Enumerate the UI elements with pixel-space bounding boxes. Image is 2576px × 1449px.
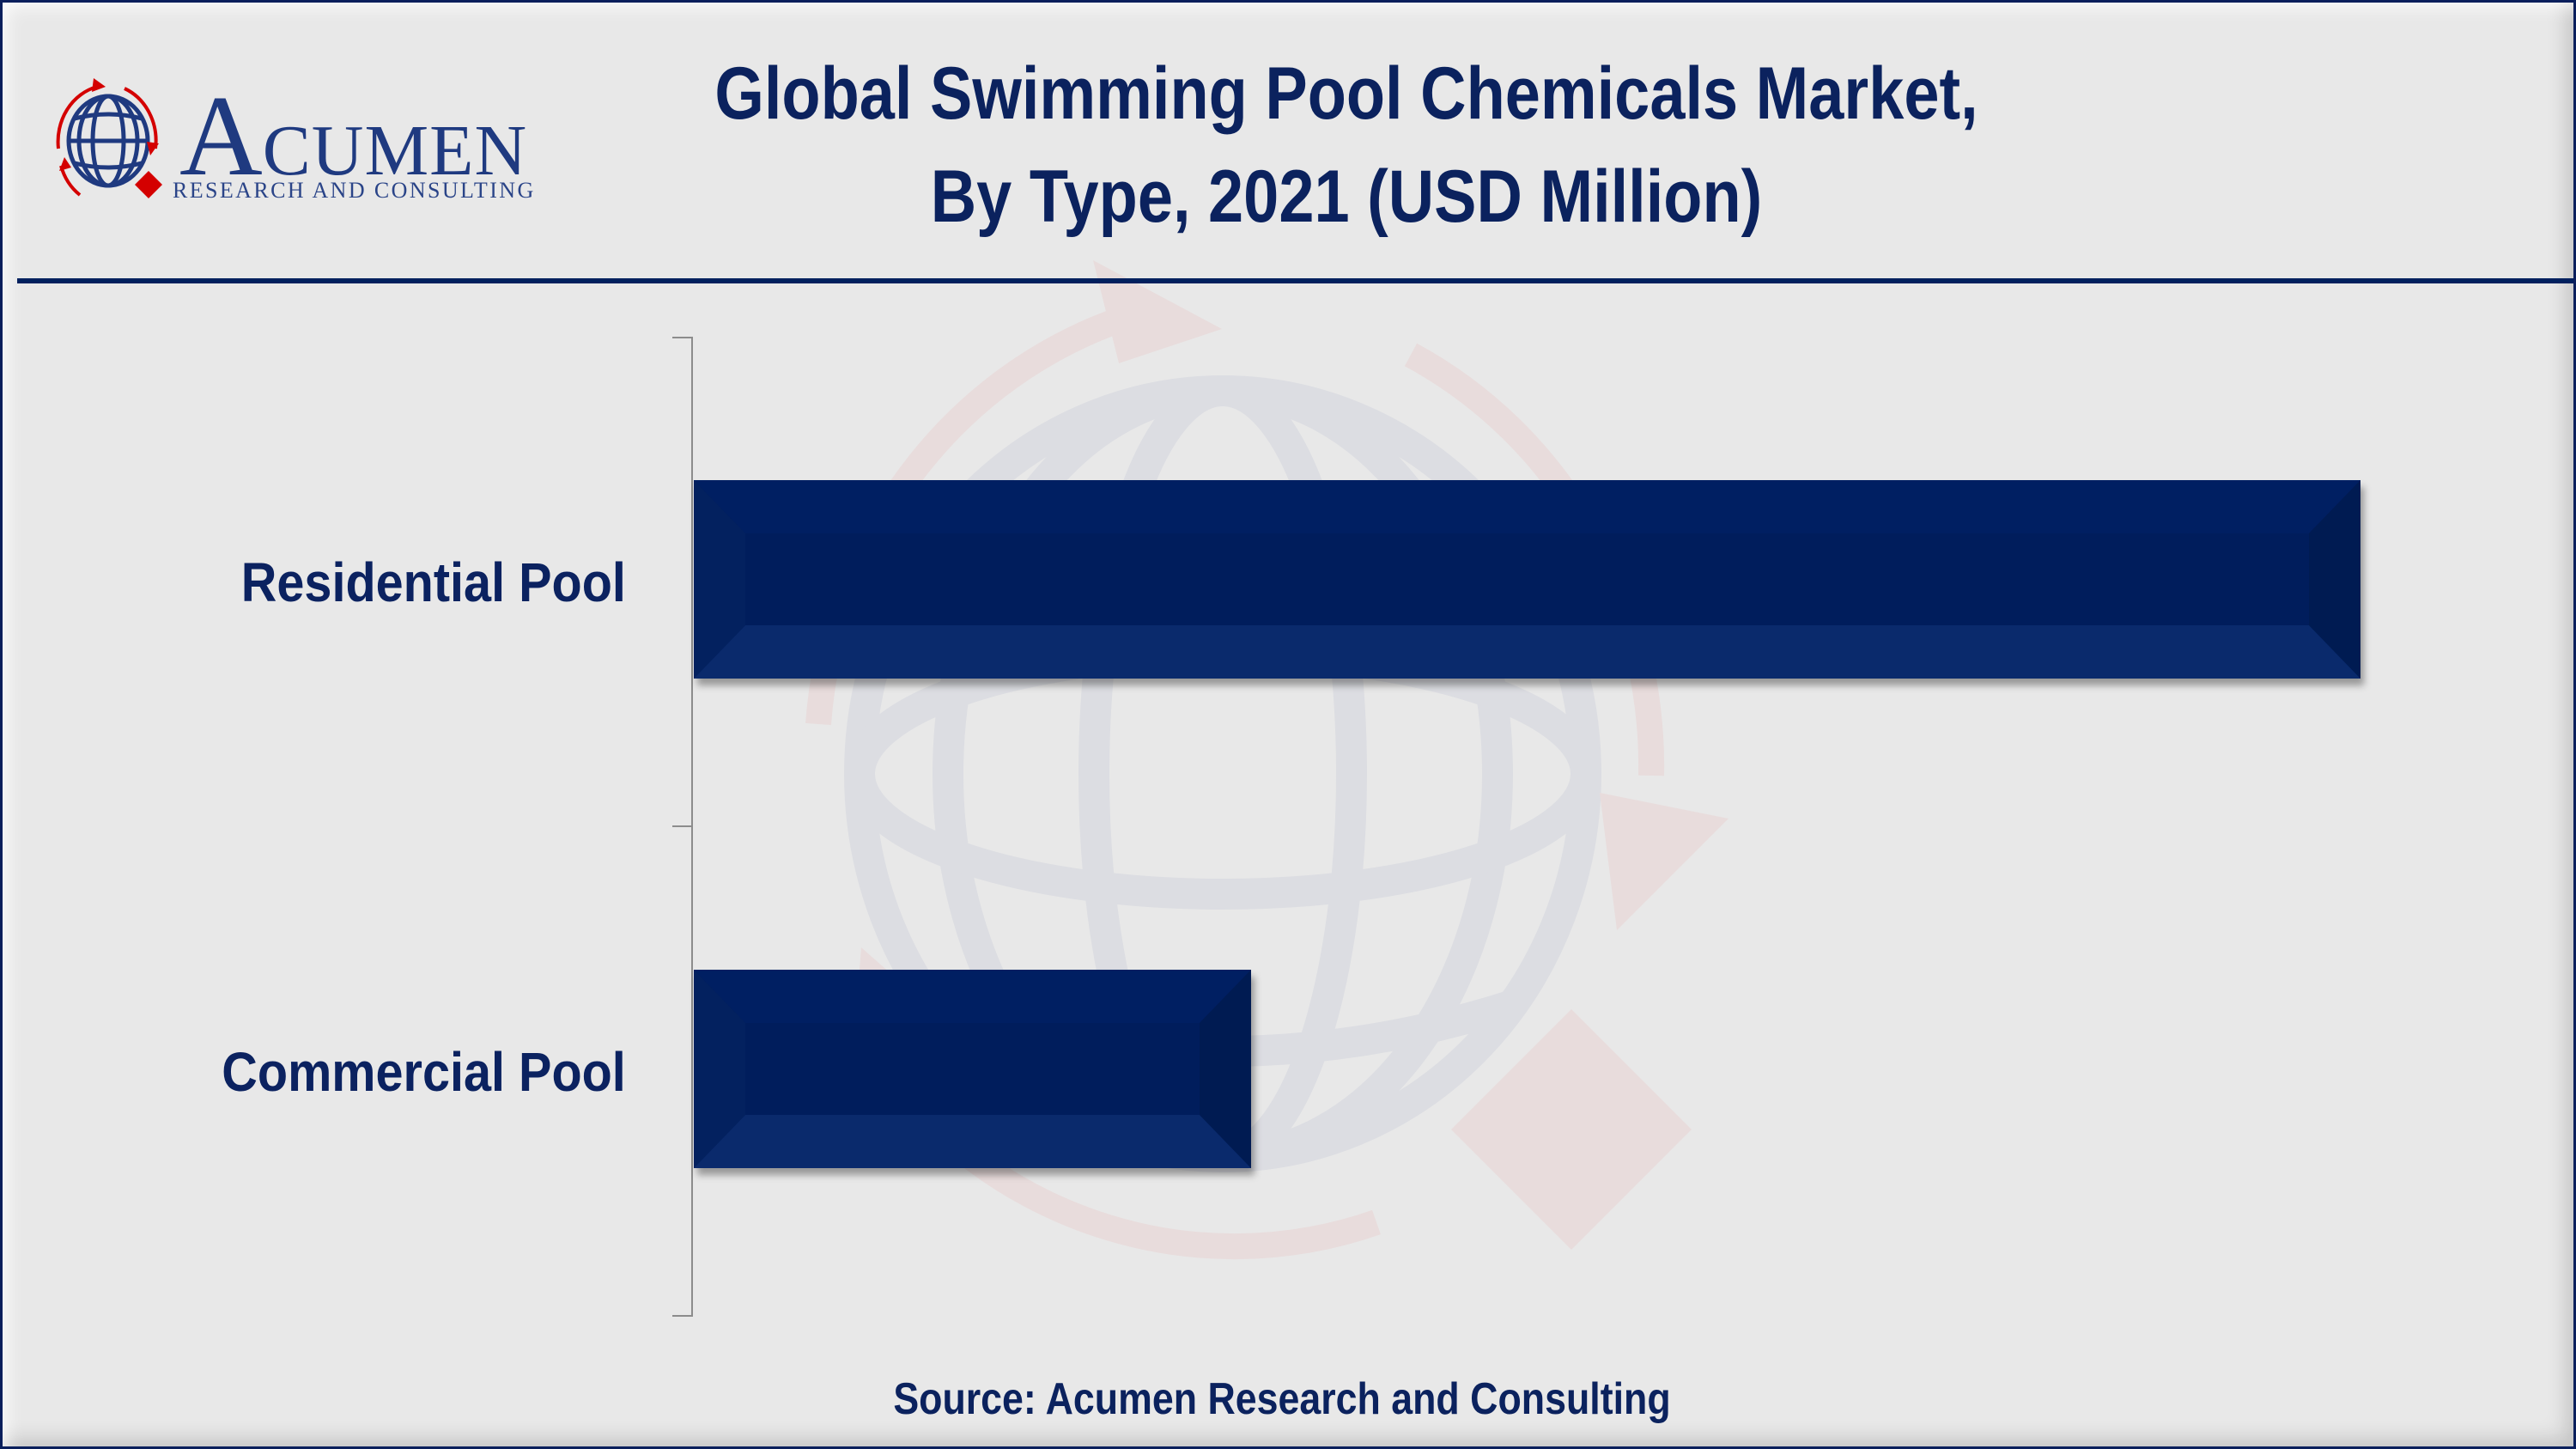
bar-commercial-pool[interactable] (694, 970, 1251, 1168)
axis-tick (672, 1315, 693, 1317)
category-axis (691, 338, 693, 1317)
brand-logo: ACUMEN RESEARCH AND CONSULTING (54, 71, 535, 217)
logo-wordmark: ACUMEN (179, 72, 528, 199)
axis-tick (672, 825, 693, 827)
axis-tick (672, 337, 693, 338)
category-label-commercial: Commercial Pool (222, 1041, 626, 1103)
chart-title: Global Swimming Pool Chemicals Market, B… (191, 42, 2502, 248)
header-divider (17, 278, 2573, 283)
chart-title-line1: Global Swimming Pool Chemicals Market, (714, 52, 1978, 135)
category-label-residential: Residential Pool (240, 551, 626, 613)
globe-logo-icon (56, 78, 162, 198)
source-note: Source: Acumen Research and Consulting (893, 1374, 1671, 1424)
chart-title-line2: By Type, 2021 (USD Million) (930, 155, 1763, 238)
chart-panel: ACUMEN RESEARCH AND CONSULTING Global Sw… (3, 3, 2573, 1446)
logo-tagline: RESEARCH AND CONSULTING (173, 178, 536, 203)
bar-residential-pool[interactable] (694, 480, 2360, 679)
